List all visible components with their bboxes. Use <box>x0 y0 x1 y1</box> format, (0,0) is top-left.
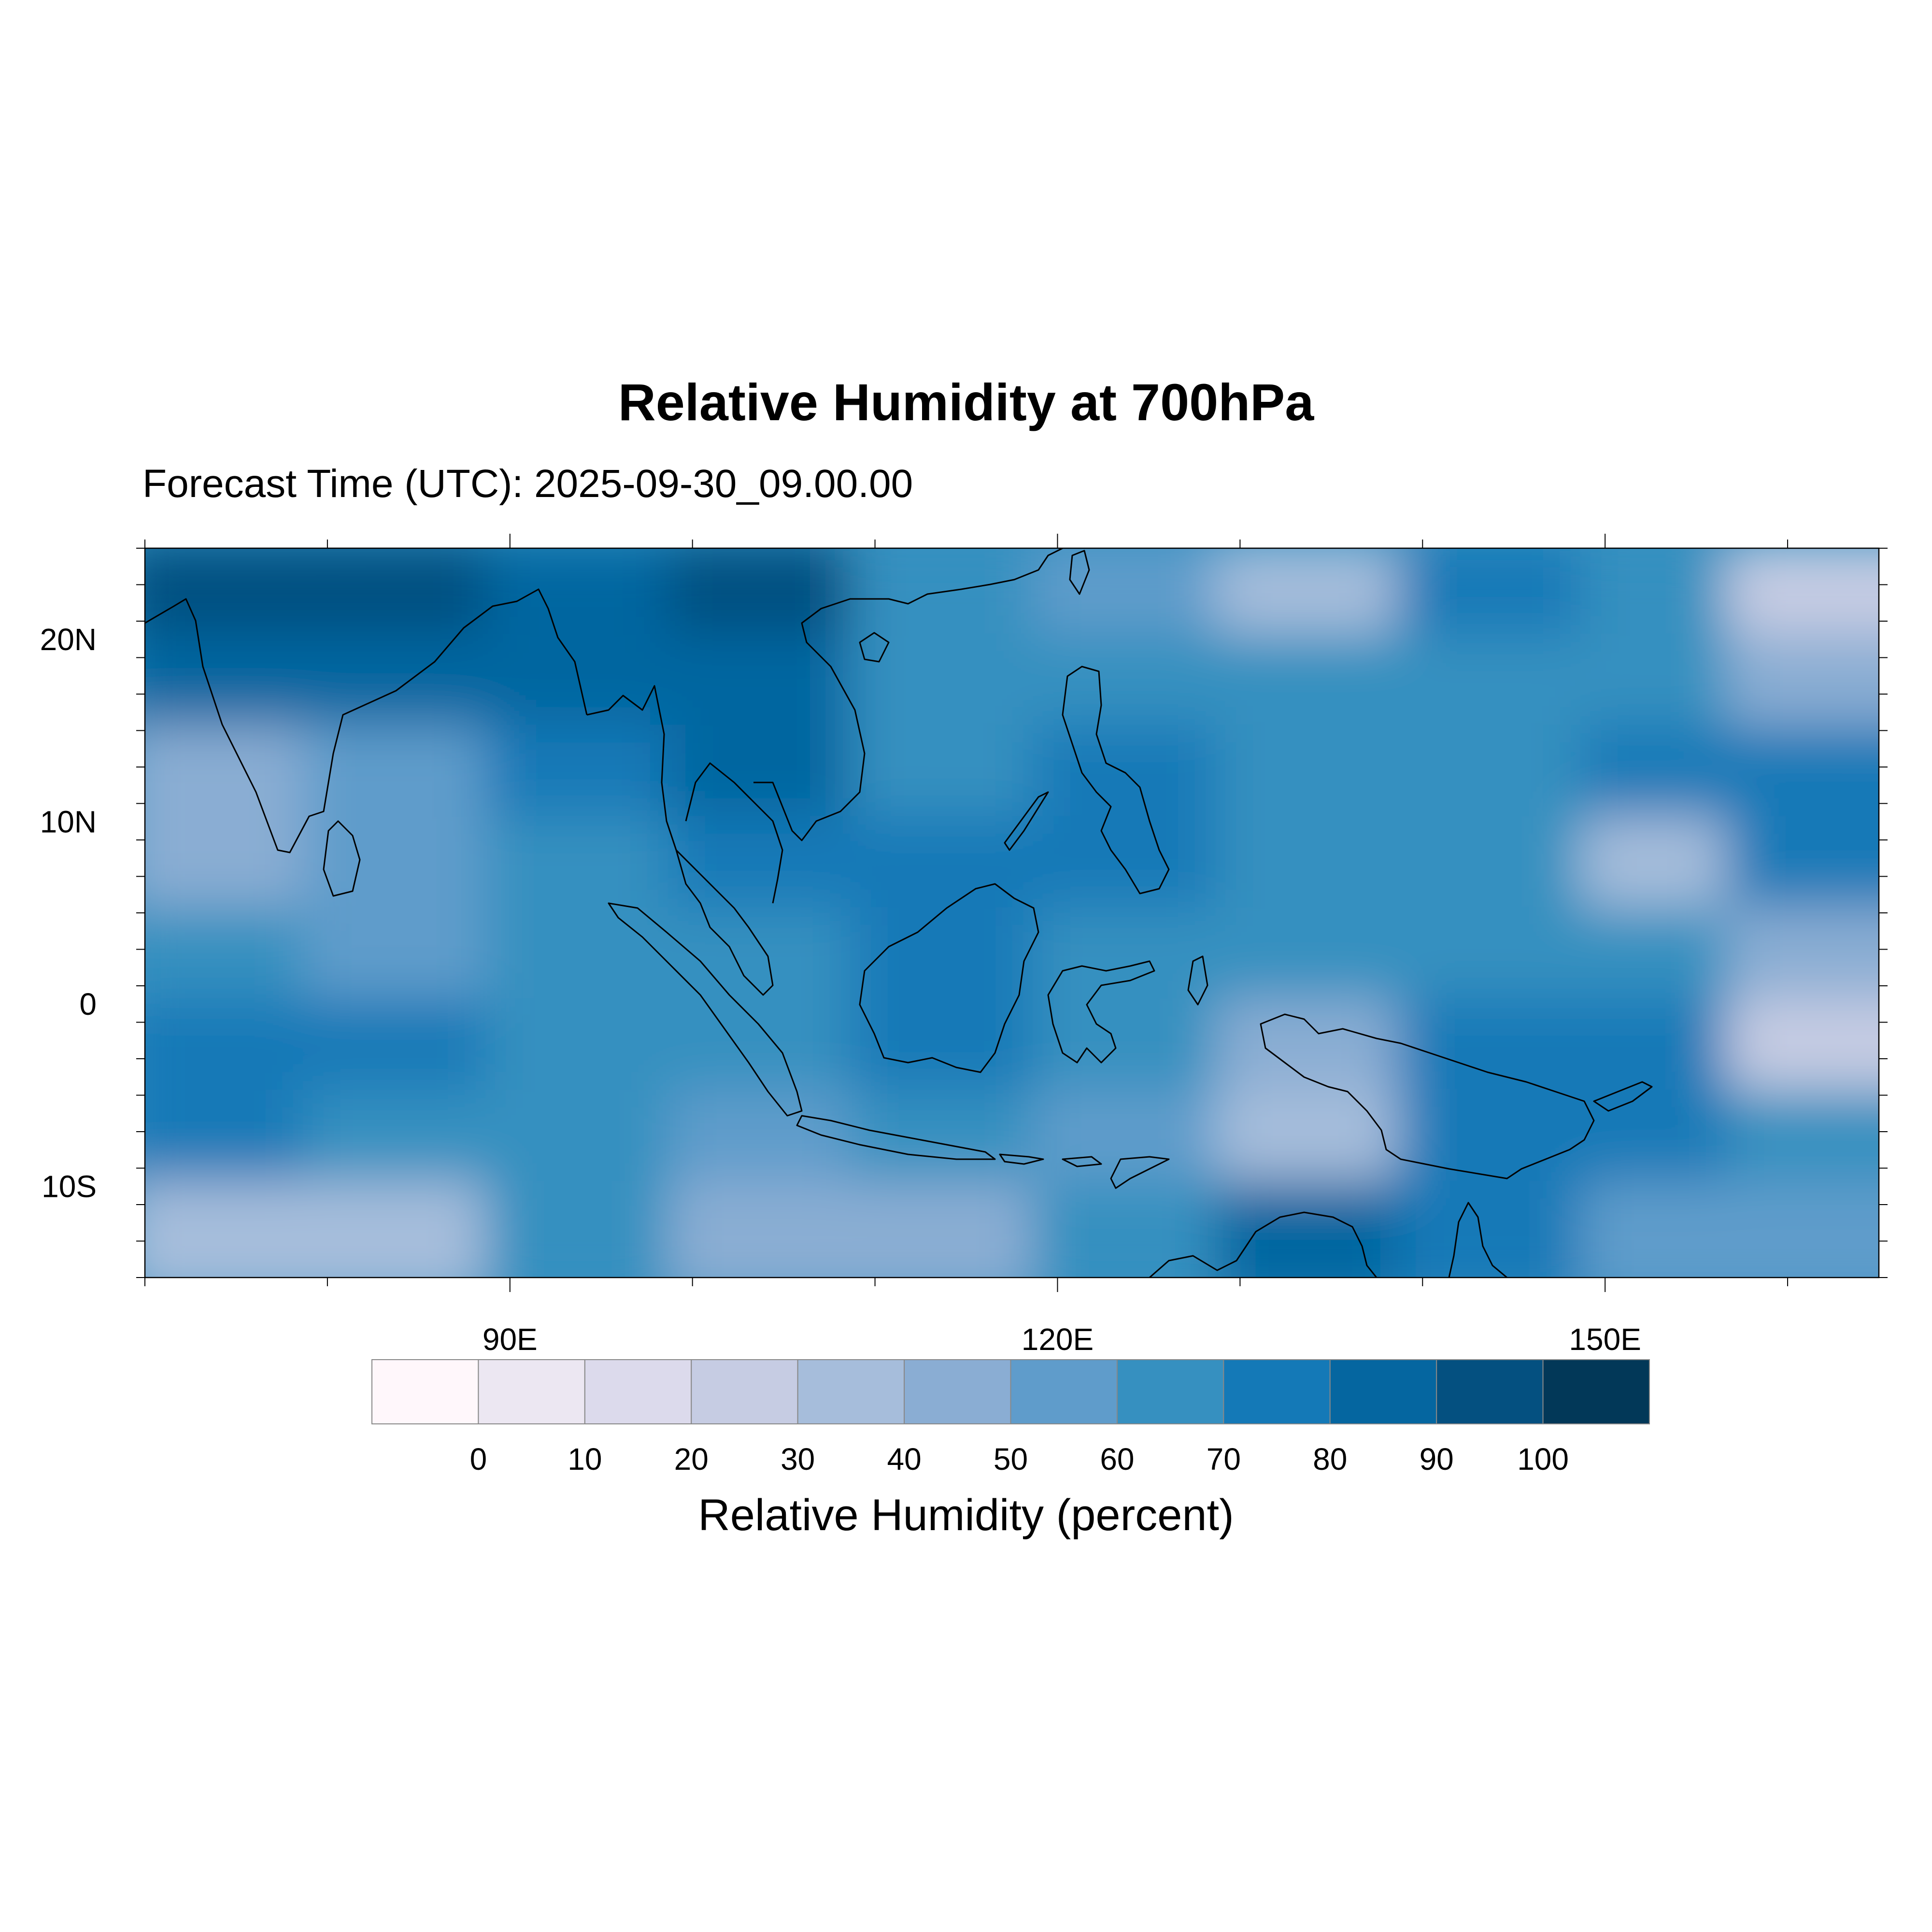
coast-new-britain <box>1593 1081 1653 1112</box>
coast-new-guinea <box>1260 1013 1595 1179</box>
coast-taiwan <box>1069 550 1090 595</box>
coast-philippines <box>1004 666 1170 895</box>
colorbar-label: 40 <box>887 1442 921 1477</box>
coast-lesser-sunda <box>999 1153 1170 1189</box>
lon-tick-label: 150E <box>1569 1322 1641 1357</box>
axis-labels: 20N 10N 0 10S 90E 120E 150E <box>40 622 1641 1357</box>
coast-myanmar-malay <box>586 685 774 996</box>
coast-india <box>145 588 588 853</box>
axis-ticks <box>136 534 1888 1292</box>
colorbar-swatch <box>1542 1359 1650 1424</box>
colorbar-swatch <box>478 1359 585 1424</box>
coast-sumatra <box>608 902 803 1117</box>
colorbar-swatch <box>1223 1359 1331 1424</box>
colorbar-label: 80 <box>1313 1442 1347 1477</box>
colorbar-label: 0 <box>470 1442 487 1477</box>
colorbar-swatch <box>1436 1359 1544 1424</box>
colorbar: 0 10 20 30 40 50 60 70 80 90 100 <box>371 1359 1650 1477</box>
coast-indochina <box>685 548 1063 904</box>
colorbar-label: 20 <box>674 1442 709 1477</box>
colorbar-swatch <box>1010 1359 1118 1424</box>
colorbar-label: 10 <box>568 1442 602 1477</box>
coast-hainan <box>859 632 890 663</box>
lat-tick-label: 10N <box>40 804 97 839</box>
colorbar-label: 30 <box>781 1442 815 1477</box>
coast-halmahera <box>1187 955 1208 1006</box>
coast-sri-lanka <box>323 820 361 897</box>
lat-tick-label: 20N <box>40 622 97 657</box>
colorbar-title: Relative Humidity (percent) <box>698 1491 1234 1540</box>
humidity-field <box>145 548 1879 1278</box>
forecast-time-subtitle: Forecast Time (UTC): 2025-09-30_09.00.00 <box>142 462 913 506</box>
colorbar-swatch <box>1329 1359 1437 1424</box>
colorbar-label: 100 <box>1517 1442 1569 1477</box>
colorbar-swatch <box>371 1359 479 1424</box>
coast-sulawesi <box>1047 960 1155 1064</box>
colorbar-swatch <box>1116 1359 1224 1424</box>
colorbar-label: 60 <box>1100 1442 1134 1477</box>
colorbar-label: 70 <box>1207 1442 1241 1477</box>
plot-area: 20N 10N 0 10S 90E 120E 150E <box>40 534 1888 1357</box>
humidity-cell <box>1726 1180 1879 1278</box>
coast-australia <box>1149 1202 1507 1278</box>
lat-tick-label: 0 <box>79 987 97 1022</box>
coast-borneo <box>859 883 1039 1073</box>
lon-tick-label: 90E <box>483 1322 538 1357</box>
colorbar-swatch <box>797 1359 905 1424</box>
colorbar-swatch <box>691 1359 798 1424</box>
colorbar-label: 50 <box>994 1442 1028 1477</box>
coast-java <box>796 1115 996 1160</box>
map-title: Relative Humidity at 700hPa <box>618 373 1314 431</box>
colorbar-swatch <box>584 1359 692 1424</box>
lon-tick-label: 120E <box>1022 1322 1094 1357</box>
colorbar-swatch <box>904 1359 1011 1424</box>
colorbar-label: 90 <box>1420 1442 1454 1477</box>
coastlines <box>145 548 1653 1278</box>
lat-tick-label: 10S <box>42 1169 97 1204</box>
